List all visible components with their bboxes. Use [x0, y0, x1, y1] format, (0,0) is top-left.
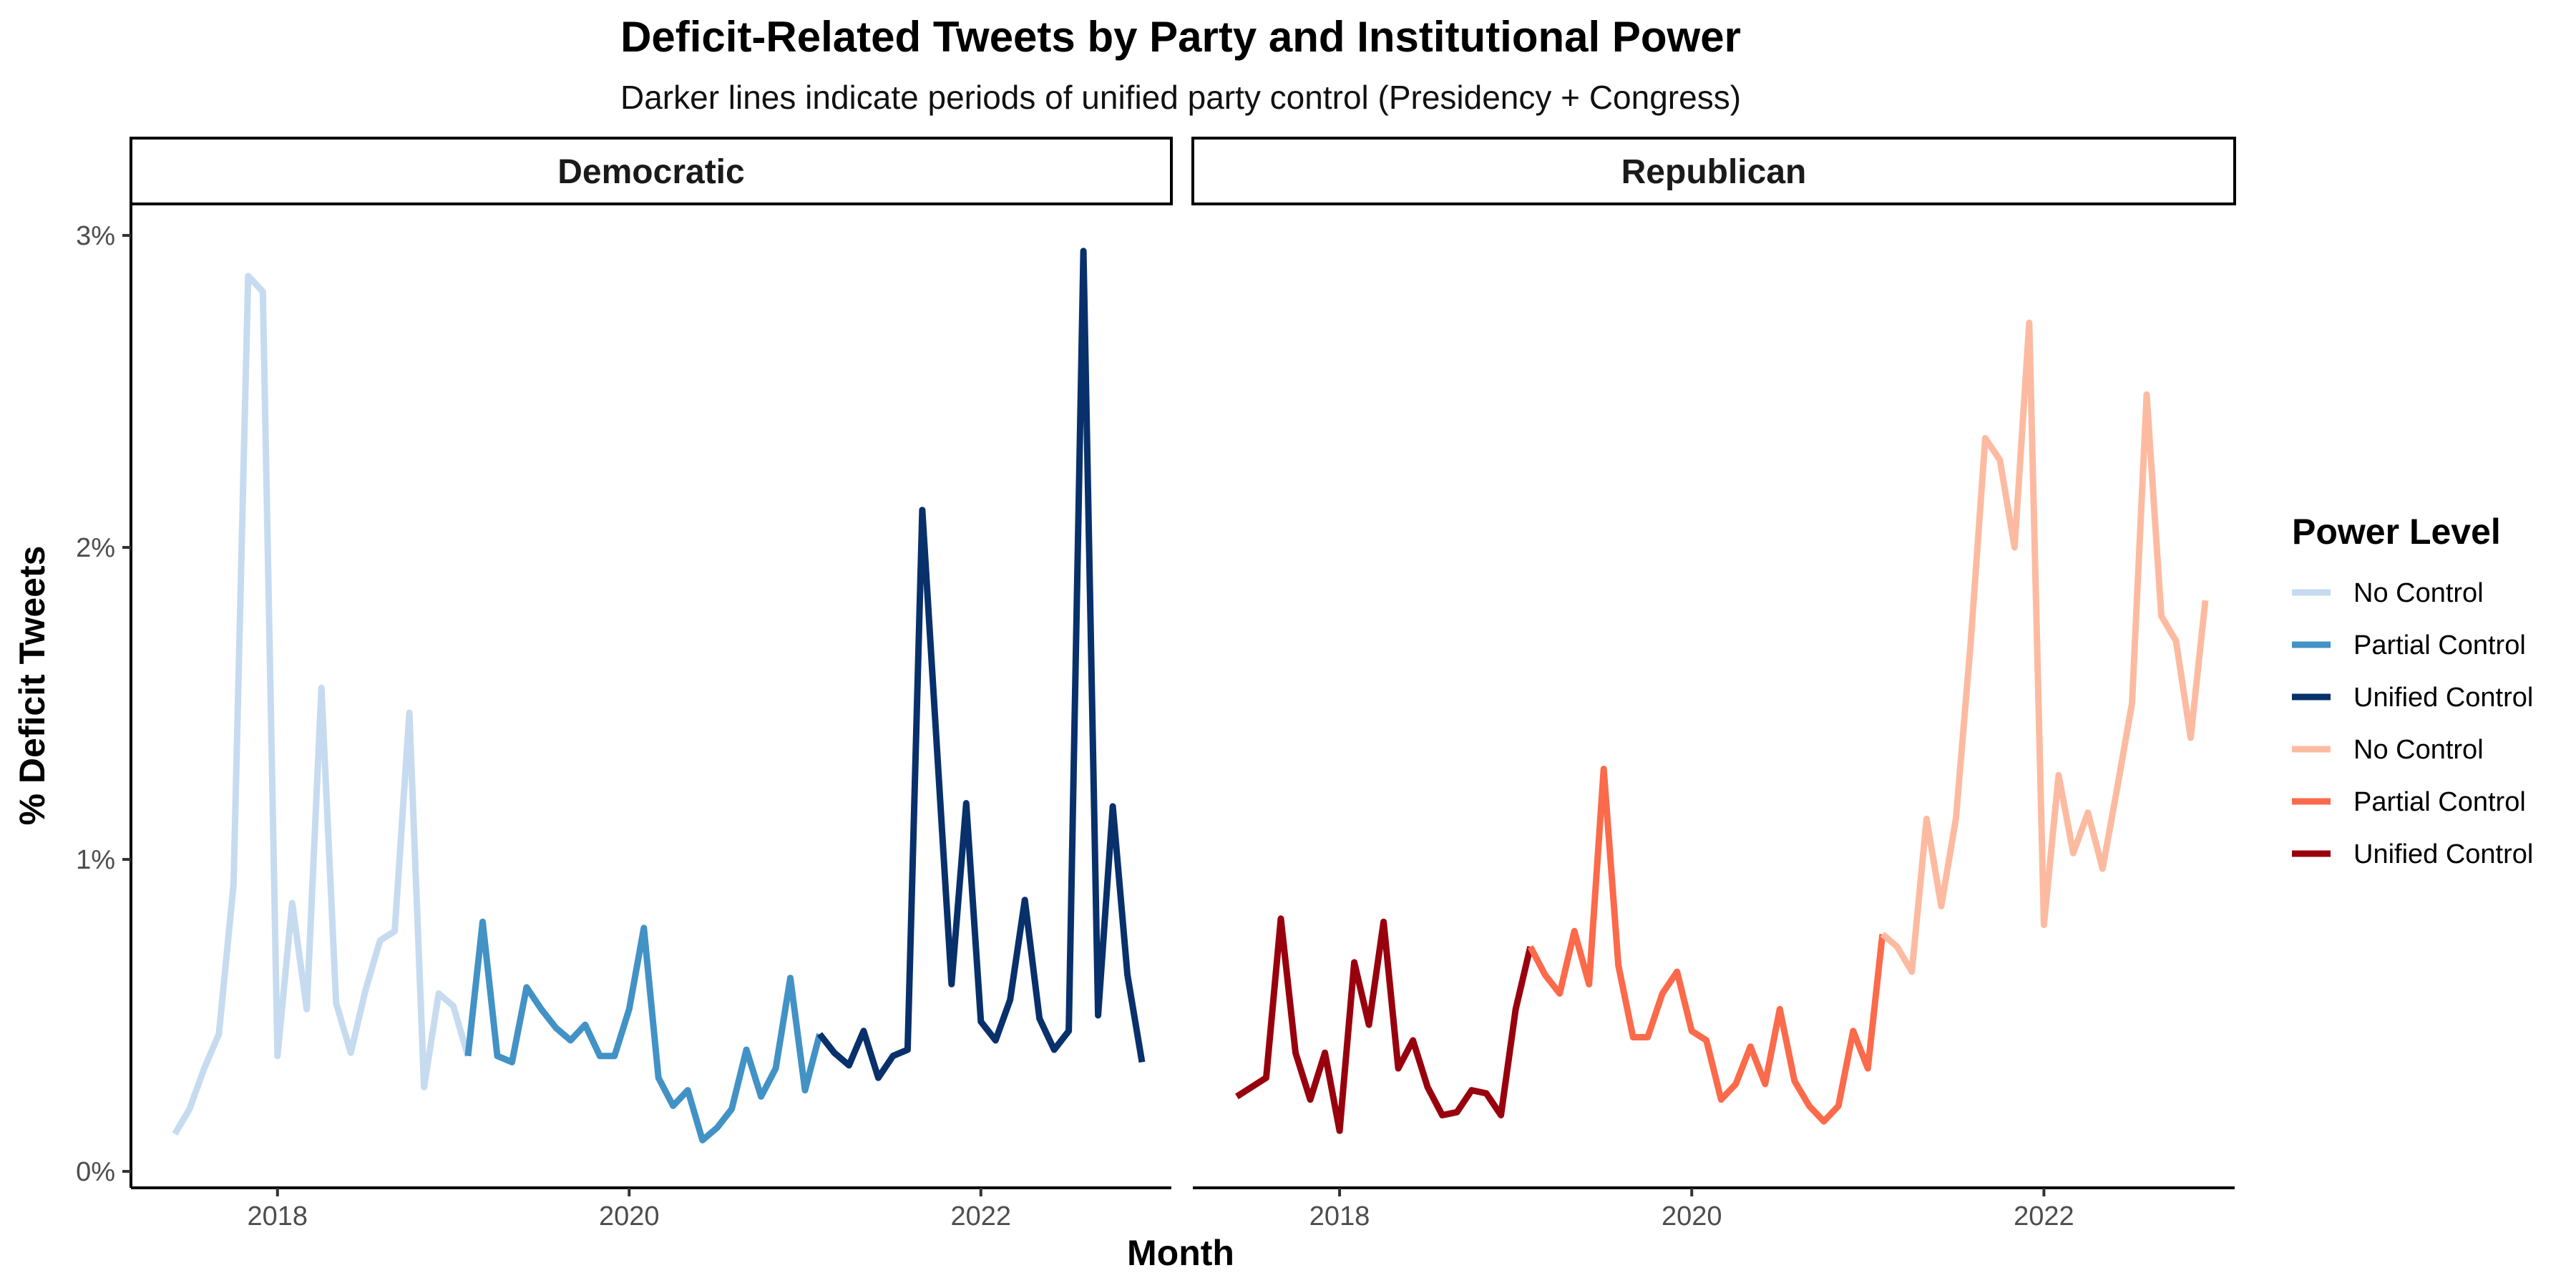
x-tick-label: 2022 — [951, 1201, 1012, 1231]
series-line-partial-control — [1527, 766, 1886, 1125]
series-line-no-control — [1880, 319, 2209, 975]
x-tick-label: 2022 — [2014, 1201, 2074, 1231]
legend-label: Unified Control — [2353, 683, 2533, 713]
chart-subtitle: Darker lines indicate periods of unified… — [620, 79, 1741, 116]
facet-strip — [130, 137, 1173, 205]
facet-strip-label: Republican — [1621, 153, 1807, 191]
legend-label: No Control — [2353, 735, 2484, 765]
legend-label: Unified Control — [2353, 839, 2533, 869]
legend: Power Level No Control Partial Control Uni… — [2292, 512, 2533, 869]
y-tick-label: 1% — [76, 845, 115, 875]
series-line-unified-control — [1235, 915, 1534, 1134]
panel-democratic: Democratic 2018 2020 2022 0% 1% 2% 3% — [76, 137, 1173, 1231]
facet-strip-label: Democratic — [557, 153, 744, 191]
y-tick-label: 0% — [76, 1157, 115, 1187]
y-axis-title: % Deficit Tweets — [12, 546, 52, 826]
legend-label: Partial Control — [2353, 787, 2526, 817]
y-tick-label: 2% — [76, 533, 115, 563]
series-line-unified-control — [816, 248, 1146, 1081]
x-tick-label: 2018 — [1309, 1201, 1370, 1231]
legend-label: No Control — [2353, 578, 2484, 608]
x-axis-title: Month — [1127, 1233, 1234, 1273]
panel-republican: Republican 2018 2020 2022 — [1191, 137, 2236, 1231]
x-tick-label: 2020 — [599, 1201, 660, 1231]
facet-panels: Democratic 2018 2020 2022 0% 1% 2% 3% Republican… — [76, 137, 2236, 1231]
legend-label: Partial Control — [2353, 630, 2526, 660]
y-tick-label: 3% — [76, 221, 115, 251]
series-line-no-control — [172, 273, 472, 1136]
chart-title: Deficit-Related Tweets by Party and Inst… — [620, 13, 1741, 61]
series-line-partial-control — [464, 918, 823, 1143]
x-tick-label: 2018 — [248, 1201, 308, 1231]
legend-title: Power Level — [2292, 512, 2501, 552]
x-tick-label: 2020 — [1662, 1201, 1722, 1231]
facet-strip — [1191, 137, 2236, 205]
